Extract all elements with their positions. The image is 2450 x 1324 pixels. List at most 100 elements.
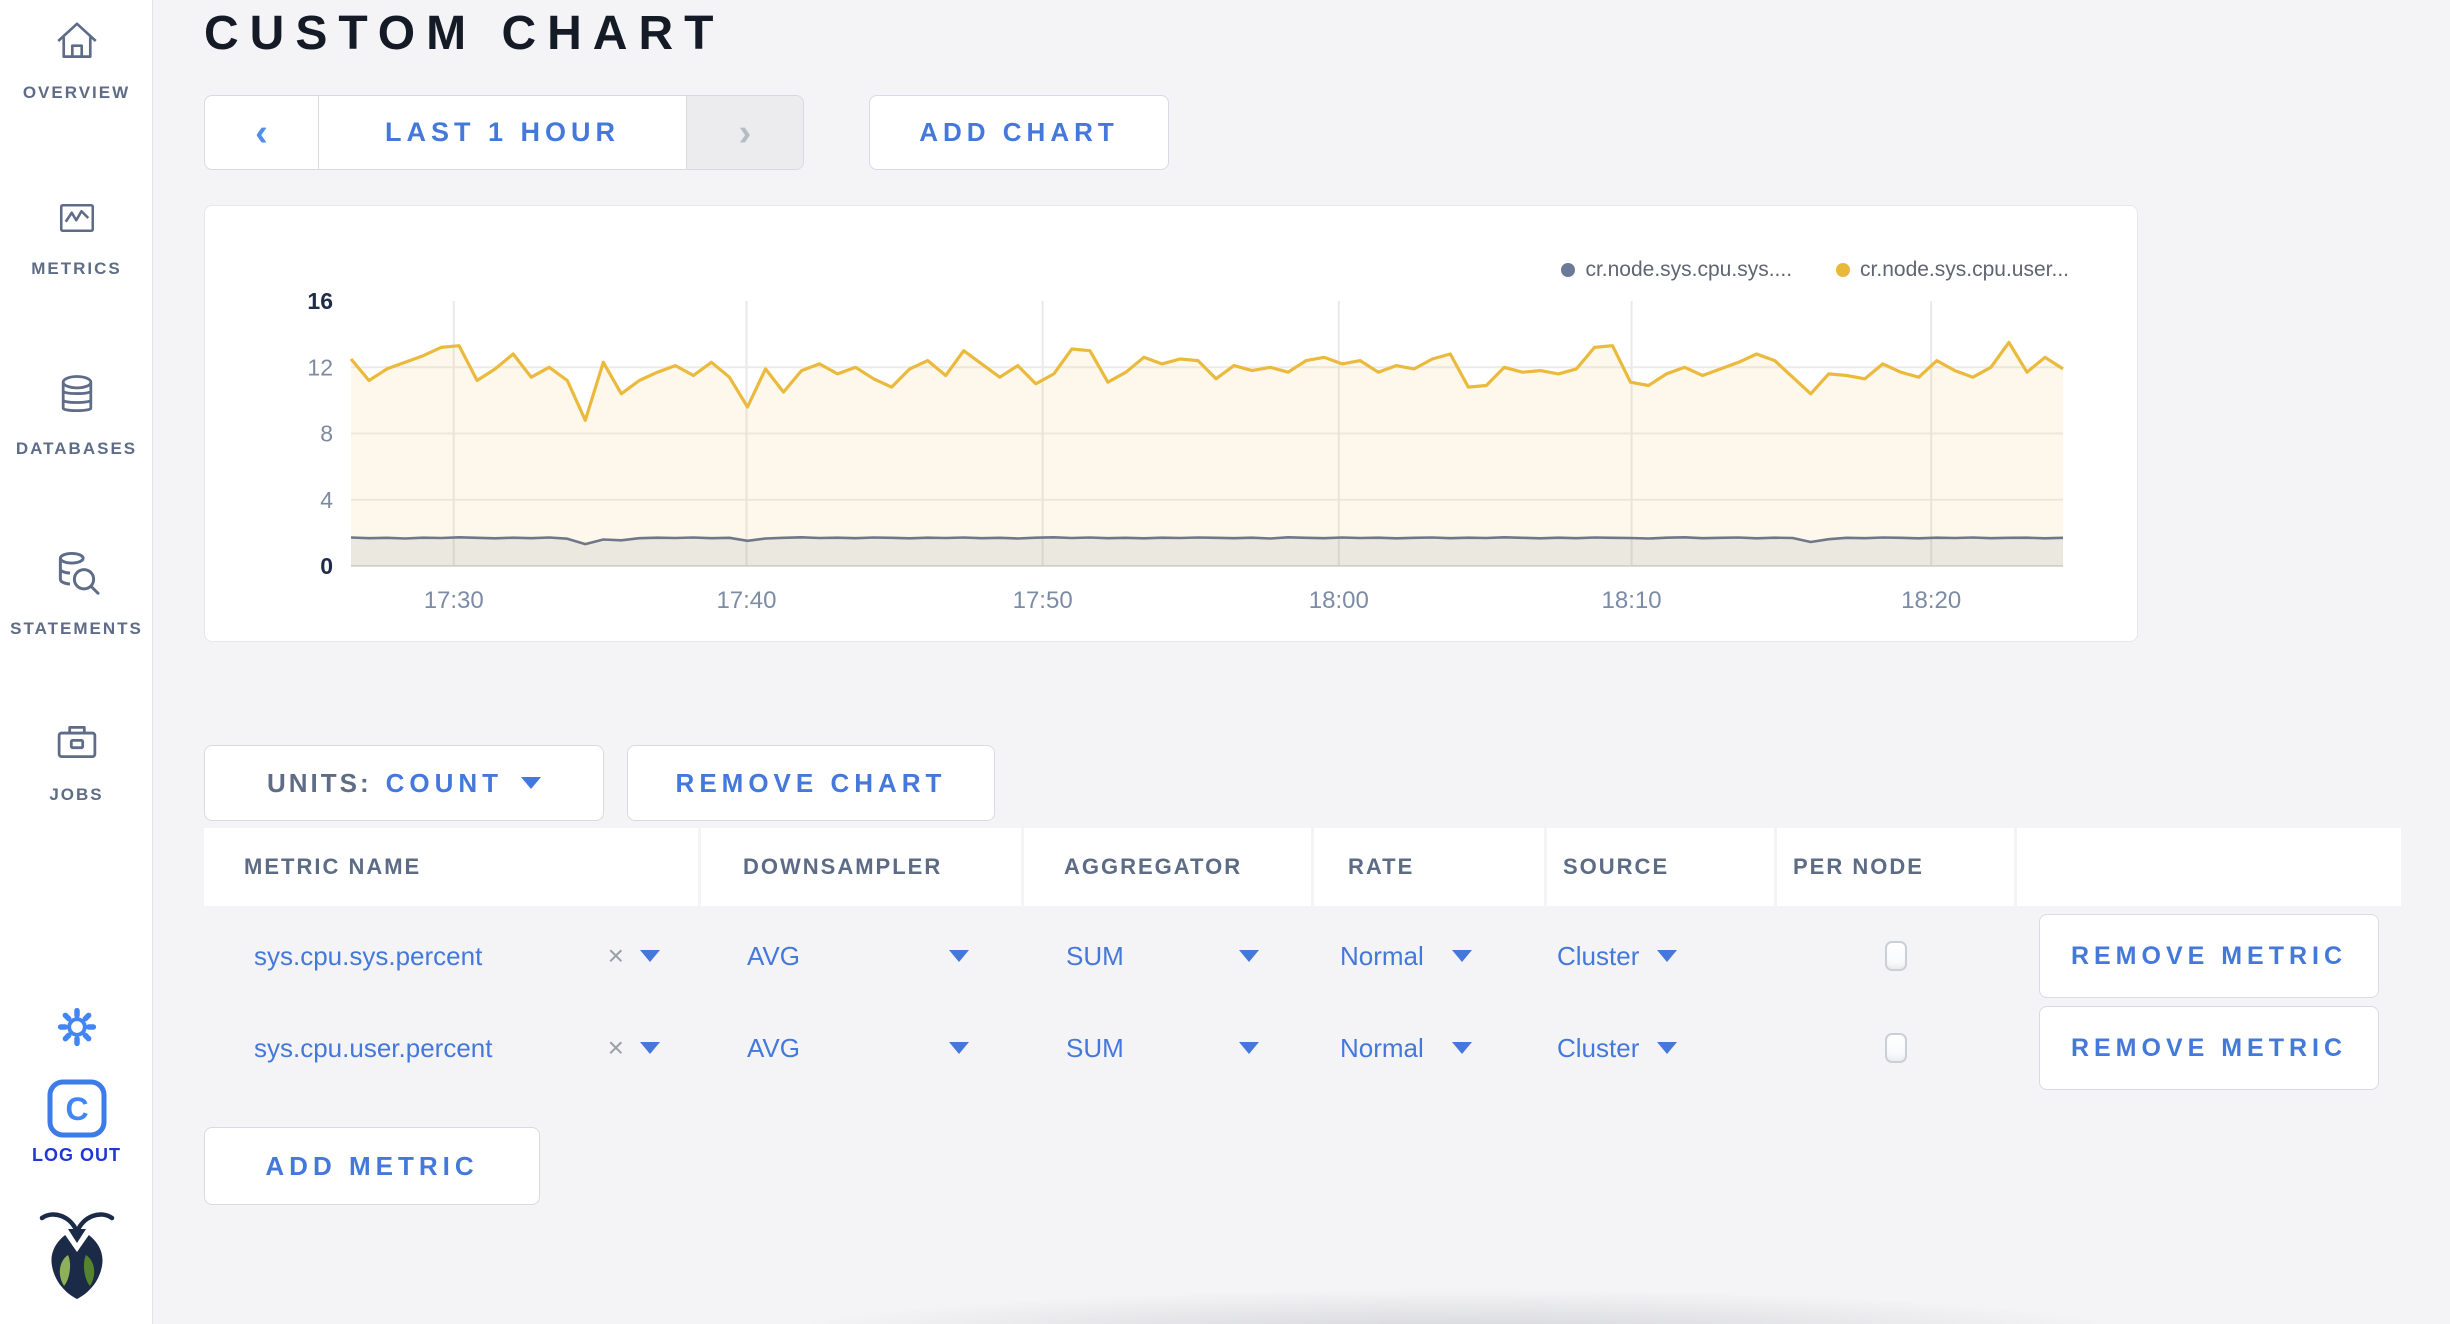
add-metric-button[interactable]: ADD METRIC xyxy=(204,1127,540,1205)
rate-value: Normal xyxy=(1340,1032,1424,1063)
svg-text:18:20: 18:20 xyxy=(1901,587,1961,614)
remove-metric-button[interactable]: REMOVE METRIC xyxy=(2039,914,2379,998)
chevron-down-icon xyxy=(1239,1042,1259,1054)
aggregator-value: SUM xyxy=(1066,1032,1124,1063)
metric-name-select[interactable]: sys.cpu.sys.percent × xyxy=(204,914,698,998)
per-node-cell xyxy=(1777,914,2014,998)
units-value: COUNT xyxy=(385,767,504,798)
column-header-actions xyxy=(2017,828,2401,906)
legend-label: cr.node.sys.cpu.user... xyxy=(1860,258,2069,281)
jobs-icon xyxy=(50,716,104,773)
chart-card: 0 4 8 12 16 17:30 17:40 17:50 18:00 18:10 18:20 cr… xyxy=(204,205,2138,642)
downsampler-select[interactable]: AVG xyxy=(701,1006,1021,1090)
svg-text:18:10: 18:10 xyxy=(1602,587,1662,614)
sidebar-item-metrics[interactable]: METRICS xyxy=(0,194,153,279)
units-label: UNITS: xyxy=(266,767,372,798)
chevron-down-icon xyxy=(640,950,660,962)
rate-select[interactable]: Normal xyxy=(1314,1006,1544,1090)
scroll-shadow xyxy=(640,1282,2280,1324)
actions-cell: REMOVE METRIC xyxy=(2017,1006,2401,1090)
chevron-down-icon xyxy=(640,1042,660,1054)
per-node-checkbox[interactable] xyxy=(1884,941,1907,971)
downsampler-value: AVG xyxy=(747,1032,800,1063)
metric-name-value: sys.cpu.user.percent xyxy=(254,1032,493,1063)
legend-dot-sys-icon xyxy=(1561,263,1576,277)
downsampler-select[interactable]: AVG xyxy=(701,914,1021,998)
sidebar-item-label: DATABASES xyxy=(15,439,138,458)
aggregator-select[interactable]: SUM xyxy=(1024,1006,1311,1090)
units-dropdown[interactable]: UNITS: COUNT xyxy=(204,745,604,821)
database-icon xyxy=(51,370,103,427)
sidebar: OVERVIEW METRICS DATABASES xyxy=(0,0,153,1324)
aggregator-value: SUM xyxy=(1066,940,1124,971)
legend-label: cr.node.sys.cpu.sys.... xyxy=(1585,258,1793,281)
statements-icon xyxy=(49,546,105,607)
metric-clear-control[interactable]: × xyxy=(608,940,660,972)
sidebar-item-overview[interactable]: OVERVIEW xyxy=(0,16,153,103)
per-node-checkbox[interactable] xyxy=(1884,1033,1907,1063)
cockroach-bug-icon xyxy=(37,1208,117,1307)
svg-text:0: 0 xyxy=(320,553,333,579)
column-header-per-node: PER NODE xyxy=(1777,828,2014,906)
sidebar-item-label: OVERVIEW xyxy=(22,83,131,102)
chevron-down-icon xyxy=(1451,950,1472,962)
cockroach-c-icon: C xyxy=(44,1078,110,1145)
remove-chart-button[interactable]: REMOVE CHART xyxy=(627,745,995,821)
metric-name-select[interactable]: sys.cpu.user.percent × xyxy=(204,1006,698,1090)
sidebar-item-jobs[interactable]: JOBS xyxy=(0,716,153,805)
cockroachdb-logo xyxy=(0,1208,153,1307)
chevron-down-icon xyxy=(1239,950,1259,962)
metric-name-value: sys.cpu.sys.percent xyxy=(254,940,483,971)
column-header-source: SOURCE xyxy=(1547,828,1774,906)
remove-metric-button[interactable]: REMOVE METRIC xyxy=(2039,1006,2379,1090)
chevron-down-icon xyxy=(1657,950,1678,962)
svg-text:16: 16 xyxy=(307,288,333,314)
rate-select[interactable]: Normal xyxy=(1314,914,1544,998)
settings-button[interactable] xyxy=(0,1002,153,1057)
svg-text:C: C xyxy=(65,1091,88,1127)
sidebar-item-label: STATEMENTS xyxy=(10,619,143,638)
column-header-rate: RATE xyxy=(1314,828,1544,906)
time-range-prev-button[interactable]: ‹ xyxy=(205,96,319,169)
table-row: sys.cpu.sys.percent × AVG SUM Normal Clu… xyxy=(204,914,2398,998)
svg-text:8: 8 xyxy=(320,421,333,447)
per-node-cell xyxy=(1777,1006,2014,1090)
metrics-table-header: METRIC NAME DOWNSAMPLER AGGREGATOR RATE … xyxy=(204,828,2401,906)
svg-text:12: 12 xyxy=(307,354,333,380)
metrics-table: METRIC NAME DOWNSAMPLER AGGREGATOR RATE … xyxy=(204,828,2401,1090)
home-icon xyxy=(51,16,103,71)
metric-clear-control[interactable]: × xyxy=(608,1032,660,1064)
clear-x-icon[interactable]: × xyxy=(607,1032,624,1063)
page-title: CUSTOM CHART xyxy=(204,7,725,60)
chevron-down-icon xyxy=(949,950,969,962)
chevron-down-icon xyxy=(949,1042,969,1054)
time-range-label[interactable]: LAST 1 HOUR xyxy=(384,117,620,147)
aggregator-select[interactable]: SUM xyxy=(1024,914,1311,998)
chevron-down-icon xyxy=(1451,1042,1472,1054)
chevron-down-icon xyxy=(521,777,542,789)
add-chart-button[interactable]: ADD CHART xyxy=(869,95,1169,170)
svg-text:17:30: 17:30 xyxy=(424,587,484,614)
column-header-downsampler: DOWNSAMPLER xyxy=(701,828,1021,906)
source-select[interactable]: Cluster xyxy=(1547,1006,1774,1090)
chart-legend: cr.node.sys.cpu.sys.... cr.node.sys.cpu.… xyxy=(1561,258,2069,282)
column-header-aggregator: AGGREGATOR xyxy=(1024,828,1311,906)
logout-label: LOG OUT xyxy=(32,1145,121,1165)
logout-button[interactable]: C LOG OUT xyxy=(0,1078,153,1166)
rate-value: Normal xyxy=(1340,940,1424,971)
cpu-line-chart[interactable]: 0 4 8 12 16 17:30 17:40 17:50 18:00 18:10 18:20 xyxy=(205,206,2139,643)
svg-text:17:40: 17:40 xyxy=(716,587,776,614)
column-header-metric-name: METRIC NAME xyxy=(204,828,698,906)
time-range-next-button[interactable]: › xyxy=(686,96,803,169)
gear-icon xyxy=(52,1002,102,1057)
sidebar-item-label: JOBS xyxy=(49,785,104,804)
chevron-right-icon: › xyxy=(738,111,752,154)
clear-x-icon[interactable]: × xyxy=(607,940,624,971)
metrics-icon xyxy=(51,194,103,247)
source-select[interactable]: Cluster xyxy=(1547,914,1774,998)
sidebar-item-databases[interactable]: DATABASES xyxy=(0,370,153,459)
svg-text:18:00: 18:00 xyxy=(1309,587,1369,614)
table-row: sys.cpu.user.percent × AVG SUM Normal Cl… xyxy=(204,1006,2398,1090)
time-range-selector: ‹ LAST 1 HOUR › xyxy=(204,95,804,170)
sidebar-item-statements[interactable]: STATEMENTS xyxy=(0,546,153,639)
